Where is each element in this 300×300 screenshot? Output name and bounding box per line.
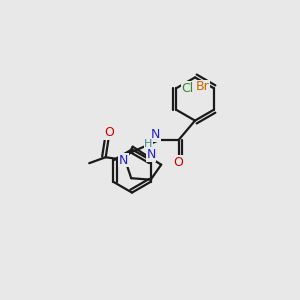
Text: N: N [146, 148, 156, 161]
Text: O: O [174, 156, 183, 169]
Text: N: N [151, 128, 160, 141]
Text: O: O [104, 126, 114, 139]
Text: N: N [119, 154, 128, 167]
Text: Br: Br [195, 80, 209, 93]
Text: Cl: Cl [182, 82, 194, 95]
Text: H: H [144, 139, 153, 149]
